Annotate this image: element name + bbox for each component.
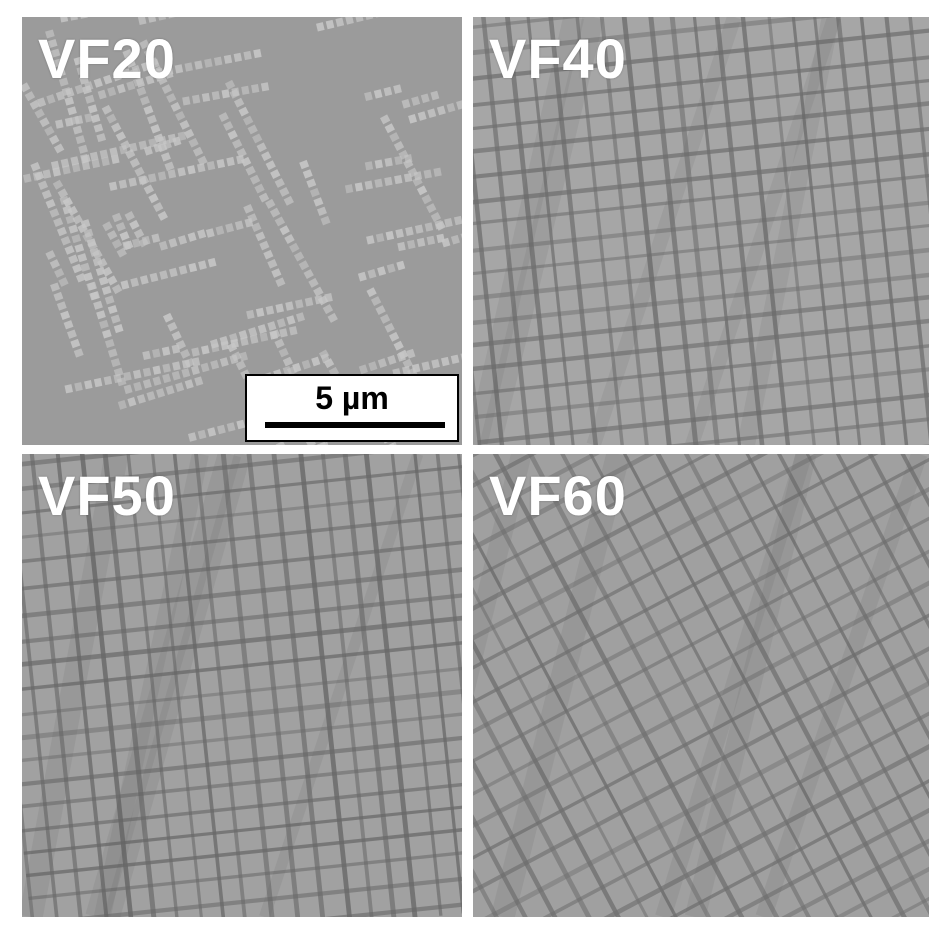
panel-label-vf60: VF60 — [489, 464, 627, 527]
panel-label-vf50: VF50 — [38, 464, 176, 527]
scale-bar: 5 µm — [245, 374, 459, 442]
microstructure-texture — [22, 454, 462, 917]
microstructure-texture — [473, 454, 929, 917]
microstructure-texture — [22, 17, 462, 445]
micrograph-vf60: VF60 — [473, 454, 929, 917]
micrograph-vf50: VF50 — [22, 454, 462, 917]
microstructure-texture — [473, 17, 929, 445]
micrograph-vf20: VF20 5 µm — [22, 17, 462, 445]
micrograph-vf40: VF40 — [473, 17, 929, 445]
panel-label-vf20: VF20 — [38, 27, 176, 90]
scale-bar-line — [265, 422, 445, 428]
panel-label-vf40: VF40 — [489, 27, 627, 90]
scale-bar-label: 5 µm — [315, 380, 389, 416]
